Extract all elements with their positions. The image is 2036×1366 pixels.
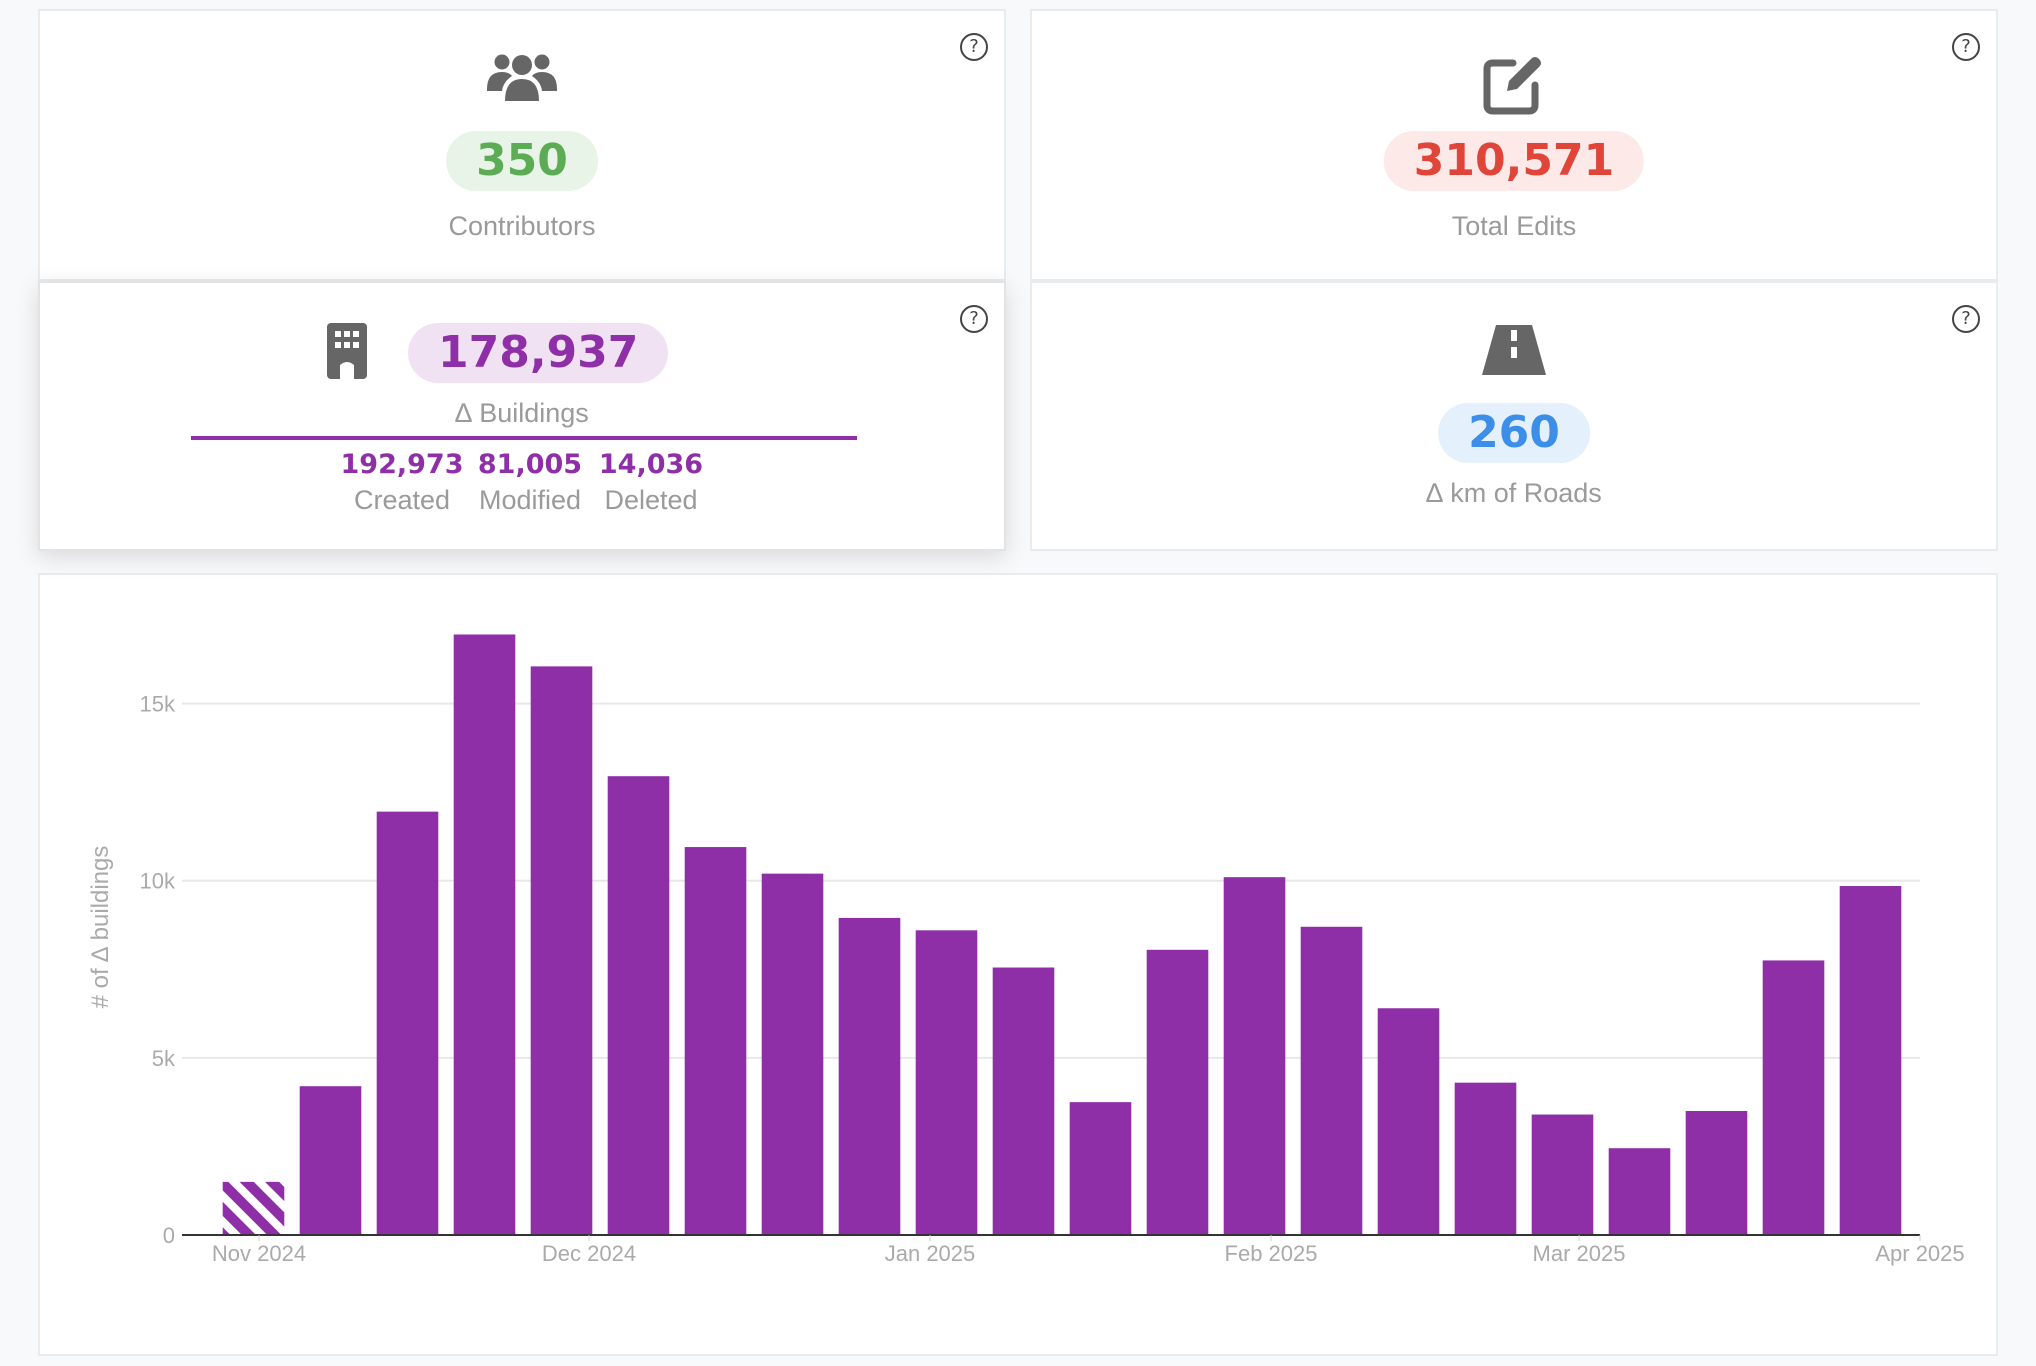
y-tick-label: 10k (140, 869, 176, 894)
roads-card: ? 260 ∆ km of Roads (1030, 281, 1998, 551)
road-icon (1482, 325, 1546, 380)
week-bar (376, 811, 439, 1235)
week-bar (1762, 960, 1825, 1235)
x-tick-label: Jan 2025 (885, 1241, 976, 1266)
week-bar (1608, 1148, 1671, 1235)
week-bar (1685, 1111, 1748, 1235)
x-tick-label: Dec 2024 (542, 1241, 636, 1266)
buildings-bar-chart: 0 5k 10k 15k Nov 2024 Dec 2024 Jan 2025 Feb 202… (87, 634, 1965, 1266)
edit-icon (1483, 53, 1545, 120)
help-icon[interactable]: ? (1952, 33, 1980, 61)
partial-week-bar (222, 1181, 285, 1235)
roads-label: ∆ km of Roads (1426, 478, 1602, 508)
y-tick-label: 0 (163, 1223, 175, 1248)
deleted-stat: 14,036 Deleted (599, 448, 703, 518)
buildings-label: ∆ Buildings (455, 398, 589, 428)
week-bar (761, 873, 824, 1235)
week-bar (299, 1086, 362, 1235)
week-bar (1531, 1114, 1594, 1235)
week-bar (1454, 1082, 1517, 1235)
modified-value: 81,005 (477, 449, 583, 480)
help-icon[interactable]: ? (960, 305, 988, 333)
x-tick-label: Feb 2025 (1225, 1241, 1318, 1266)
week-bar (915, 930, 978, 1235)
x-tick-label: Mar 2025 (1533, 1241, 1626, 1266)
week-bar (1146, 949, 1209, 1235)
buildings-divider (191, 436, 857, 440)
roads-km-badge: 260 (1438, 403, 1590, 463)
week-bar (684, 847, 747, 1235)
x-tick-label: Nov 2024 (212, 1241, 306, 1266)
users-icon (487, 49, 557, 114)
total-edits-label: Total Edits (1451, 211, 1577, 241)
y-tick-label: 5k (152, 1046, 176, 1071)
modified-stat: 81,005 Modified (478, 448, 582, 518)
total-edits-badge: 310,571 (1383, 131, 1645, 191)
help-icon[interactable]: ? (1952, 305, 1980, 333)
deleted-label: Deleted (604, 485, 698, 515)
week-bar (1377, 1008, 1440, 1235)
deleted-value: 14,036 (598, 449, 704, 480)
building-icon (325, 323, 369, 384)
total-edits-card: ? 310,571 Total Edits (1030, 9, 1998, 281)
help-icon[interactable]: ? (960, 33, 988, 61)
created-label: Created (353, 485, 451, 515)
week-bar (607, 776, 670, 1235)
buildings-chart-card: 0 5k 10k 15k Nov 2024 Dec 2024 Jan 2025 Feb 202… (38, 573, 1998, 1356)
created-value: 192,973 (340, 449, 464, 480)
buildings-card[interactable]: ? 178,937 ∆ Buildings 192,973 Created 81… (38, 281, 1006, 551)
x-tick-label: Apr 2025 (1875, 1241, 1964, 1266)
week-bar (1223, 877, 1286, 1235)
buildings-breakdown: 192,973 Created 81,005 Modified 14,036 D… (40, 448, 1004, 528)
created-stat: 192,973 Created (341, 448, 464, 518)
buildings-count-badge: 178,937 (408, 323, 669, 383)
week-bar (453, 634, 516, 1235)
week-bar (1069, 1102, 1132, 1235)
contributors-card: ? 350 Contributors (38, 9, 1006, 281)
contributors-label: Contributors (448, 211, 596, 241)
week-bar (530, 666, 593, 1235)
week-bar (992, 967, 1055, 1235)
week-bar (1839, 886, 1902, 1235)
modified-label: Modified (478, 485, 582, 515)
week-bar (1300, 926, 1363, 1235)
contributors-count-badge: 350 (446, 131, 598, 191)
week-bar (838, 917, 901, 1235)
y-tick-label: 15k (140, 692, 176, 717)
y-axis-label: # of ∆ buildings (87, 846, 114, 1009)
